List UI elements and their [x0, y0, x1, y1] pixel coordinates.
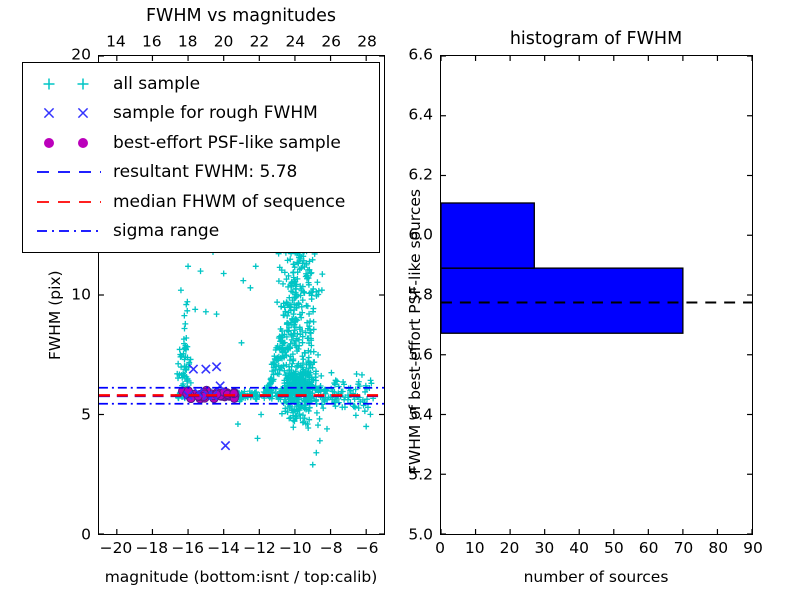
x-tick-label: −16: [171, 539, 205, 557]
x-tick-label: 70: [673, 539, 694, 557]
histogram-bar: [440, 202, 535, 269]
histogram-of-fwhm-axes: [440, 55, 753, 535]
legend-item-label: resultant FWHM: 5.78: [113, 162, 298, 183]
x-tick-label: −20: [99, 539, 133, 557]
y-tick-label: 5.2: [408, 465, 433, 484]
right-plot-title: histogram of FWHM: [509, 29, 683, 49]
top-x-tick-label: 20: [213, 32, 234, 51]
cross-marker-icon: [31, 102, 109, 124]
dashed-line-icon: [31, 191, 109, 213]
y-tick-label: 5.4: [408, 405, 433, 424]
top-x-tick-label: 24: [285, 32, 306, 51]
x-tick-label: 10: [464, 539, 485, 557]
x-tick-label: −12: [243, 539, 276, 557]
y-tick-label: 6.4: [408, 105, 433, 124]
right-y-axis-label: FWHM of best-effort PSF-like sources: [406, 188, 424, 474]
legend-item: best-effort PSF-like sample: [31, 128, 369, 158]
left-x-axis-label: magnitude (bottom:isnt / top:calib): [104, 568, 378, 586]
y-tick-label: 5.6: [408, 345, 433, 364]
plus-marker-icon: [31, 73, 109, 95]
top-x-tick-label: 14: [106, 32, 126, 51]
y-tick-label: 5.0: [408, 525, 433, 544]
x-tick-label: −6: [355, 539, 379, 557]
legend-item: sigma range: [31, 217, 369, 247]
y-tick-label: 20: [71, 45, 91, 64]
x-tick-label: −10: [278, 539, 312, 557]
x-tick-label: −14: [207, 539, 240, 557]
x-tick-label: 60: [638, 539, 659, 557]
x-tick-label: 40: [569, 539, 589, 557]
legend-item: resultant FWHM: 5.78: [31, 158, 369, 188]
left-plot-title: FWHM vs magnitudes: [145, 6, 337, 26]
histogram-bars: [440, 202, 684, 334]
y-tick-label: 6.6: [408, 45, 433, 64]
y-tick-label: 0: [81, 525, 91, 544]
y-tick-label: 5.8: [408, 285, 433, 304]
x-tick-label: 0: [435, 539, 445, 557]
dashed-line-icon: [31, 161, 109, 183]
x-tick-label: −8: [319, 539, 343, 557]
legend-item-label: all sample: [113, 73, 201, 94]
y-tick-label: 6.0: [408, 225, 433, 244]
x-tick-label: 20: [499, 539, 520, 557]
left-y-axis-label: FWHM (pix): [46, 270, 64, 360]
dashdot-line-icon: [31, 220, 109, 242]
histogram-plot-area: [440, 55, 753, 535]
y-tick-label: 6.2: [408, 165, 433, 184]
x-tick-label: 90: [743, 539, 763, 557]
y-tick-label: 10: [71, 285, 91, 304]
legend-item: sample for rough FWHM: [31, 99, 369, 129]
x-tick-label: 80: [708, 539, 729, 557]
top-x-tick-label: 18: [177, 32, 198, 51]
reference-lines: [99, 386, 384, 405]
series-sample-for-rough-fwhm: [183, 361, 231, 451]
x-tick-label: −18: [135, 539, 169, 557]
legend-item-label: sigma range: [113, 221, 220, 242]
x-tick-label: 30: [534, 539, 555, 557]
top-x-tick-label: 22: [249, 32, 270, 51]
top-x-tick-label: 26: [321, 32, 342, 51]
scatter-plot-area: [99, 55, 384, 535]
x-tick-label: 50: [604, 539, 624, 557]
legend-item-label: sample for rough FWHM: [113, 103, 318, 124]
y-tick-label: 5: [81, 405, 91, 424]
histogram-bar: [440, 267, 684, 334]
legend: all sample sample for rough FWHM best-effo…: [22, 62, 380, 253]
right-x-axis-label: number of sources: [523, 568, 669, 586]
legend-item: median FHWM of sequence: [31, 187, 369, 217]
circle-marker-icon: [31, 132, 109, 154]
top-x-tick-label: 28: [357, 32, 377, 51]
legend-item-label: median FHWM of sequence: [113, 191, 346, 212]
top-x-tick-label: 16: [141, 32, 162, 51]
legend-item-label: best-effort PSF-like sample: [113, 132, 341, 153]
series-all-sample: [174, 222, 377, 468]
legend-item: all sample: [31, 69, 369, 99]
